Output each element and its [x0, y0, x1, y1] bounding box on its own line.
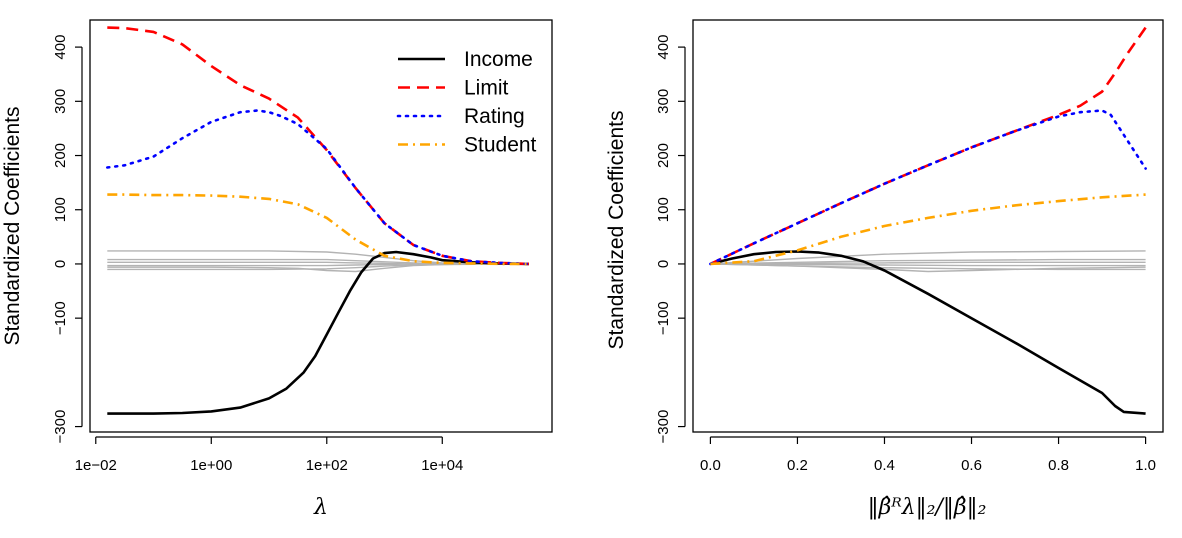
legend-label-rating: Rating	[464, 105, 525, 128]
right-y-axis: −300 −100 0 100 200 300 400	[655, 35, 686, 444]
left-x-tick-label: 1e+02	[306, 457, 348, 474]
left-y-tick-label: 200	[52, 143, 69, 168]
left-y-tick-label: 300	[52, 89, 69, 114]
right-x-axis: 0.0 0.2 0.4 0.6 0.8 1.0	[700, 436, 1156, 474]
right-plot-frame	[692, 19, 1164, 433]
right-x-tick-label: 0.0	[700, 457, 721, 474]
left-x-tick-label: 1e−02	[75, 457, 117, 474]
left-series-other-9-line	[107, 263, 529, 271]
right-series-student-line	[710, 193, 1146, 266]
left-y-tick-label: −100	[52, 301, 69, 335]
left-series-rating-line	[106, 109, 531, 266]
right-y-tick-label: −100	[655, 301, 672, 335]
right-x-tick-label: 0.2	[787, 457, 808, 474]
left-x-tick-label: 1e+04	[421, 457, 463, 474]
right-x-tick-label: 1.0	[1135, 457, 1156, 474]
right-y-tick-label: 200	[655, 143, 672, 168]
right-series-other-4-line	[710, 250, 1146, 265]
left-x-tick-label: 1e+00	[190, 457, 232, 474]
left-series-income-line	[107, 250, 529, 415]
right-y-tick-label: 300	[655, 89, 672, 114]
legend-label-income: Income	[464, 48, 533, 71]
right-x-tick-label: 0.8	[1048, 457, 1069, 474]
left-x-axis-title: λ	[313, 495, 328, 520]
right-y-tick-label: 400	[655, 35, 672, 60]
left-series-student-line	[107, 193, 529, 266]
legend: Income Limit Rating Student	[396, 48, 537, 157]
right-y-axis-title: Standardized Coefficients	[605, 111, 628, 350]
right-series-other-6-line	[710, 261, 1146, 265]
legend-label-student: Student	[464, 134, 537, 157]
legend-label-limit: Limit	[464, 77, 509, 100]
right-y-tick-label: 100	[655, 197, 672, 222]
right-series-rating-line	[709, 109, 1147, 266]
right-highlight-lines	[709, 26, 1147, 415]
left-y-tick-label: 400	[52, 35, 69, 60]
right-panel: 0.0 0.2 0.4 0.6 0.8 1.0 −300 −100 0 100 200 300 400…	[605, 19, 1164, 520]
left-y-tick-label: 0	[52, 260, 69, 268]
left-series-limit-line	[107, 26, 529, 266]
left-y-axis-title: Standardized Coefficients	[1, 107, 24, 346]
left-x-axis: 1e−02 1e+00 1e+02 1e+04	[75, 436, 463, 474]
right-series-other-5-line	[710, 258, 1146, 265]
left-highlight-lines	[106, 26, 531, 415]
right-x-tick-label: 0.6	[961, 457, 982, 474]
right-series-other-7-line	[710, 263, 1146, 267]
left-y-tick-label: 100	[52, 197, 69, 222]
right-x-axis-title: ‖β̂ᴿλ‖₂/‖β̂‖₂	[868, 495, 987, 520]
right-series-limit-line	[709, 26, 1147, 266]
right-series-income-line	[710, 250, 1146, 415]
left-panel: 1e−02 1e+00 1e+02 1e+04 −300 −100 0 100 200 300 4…	[1, 19, 553, 520]
left-y-axis: −300 −100 0 100 200 300 400	[52, 35, 83, 444]
right-other-variable-lines	[710, 250, 1146, 273]
right-series-other-9-line	[710, 263, 1146, 271]
right-y-tick-label: −300	[655, 410, 672, 444]
left-y-tick-label: −300	[52, 410, 69, 444]
left-plot-frame	[89, 19, 553, 433]
right-x-tick-label: 0.4	[874, 457, 895, 474]
right-y-tick-label: 0	[655, 260, 672, 268]
